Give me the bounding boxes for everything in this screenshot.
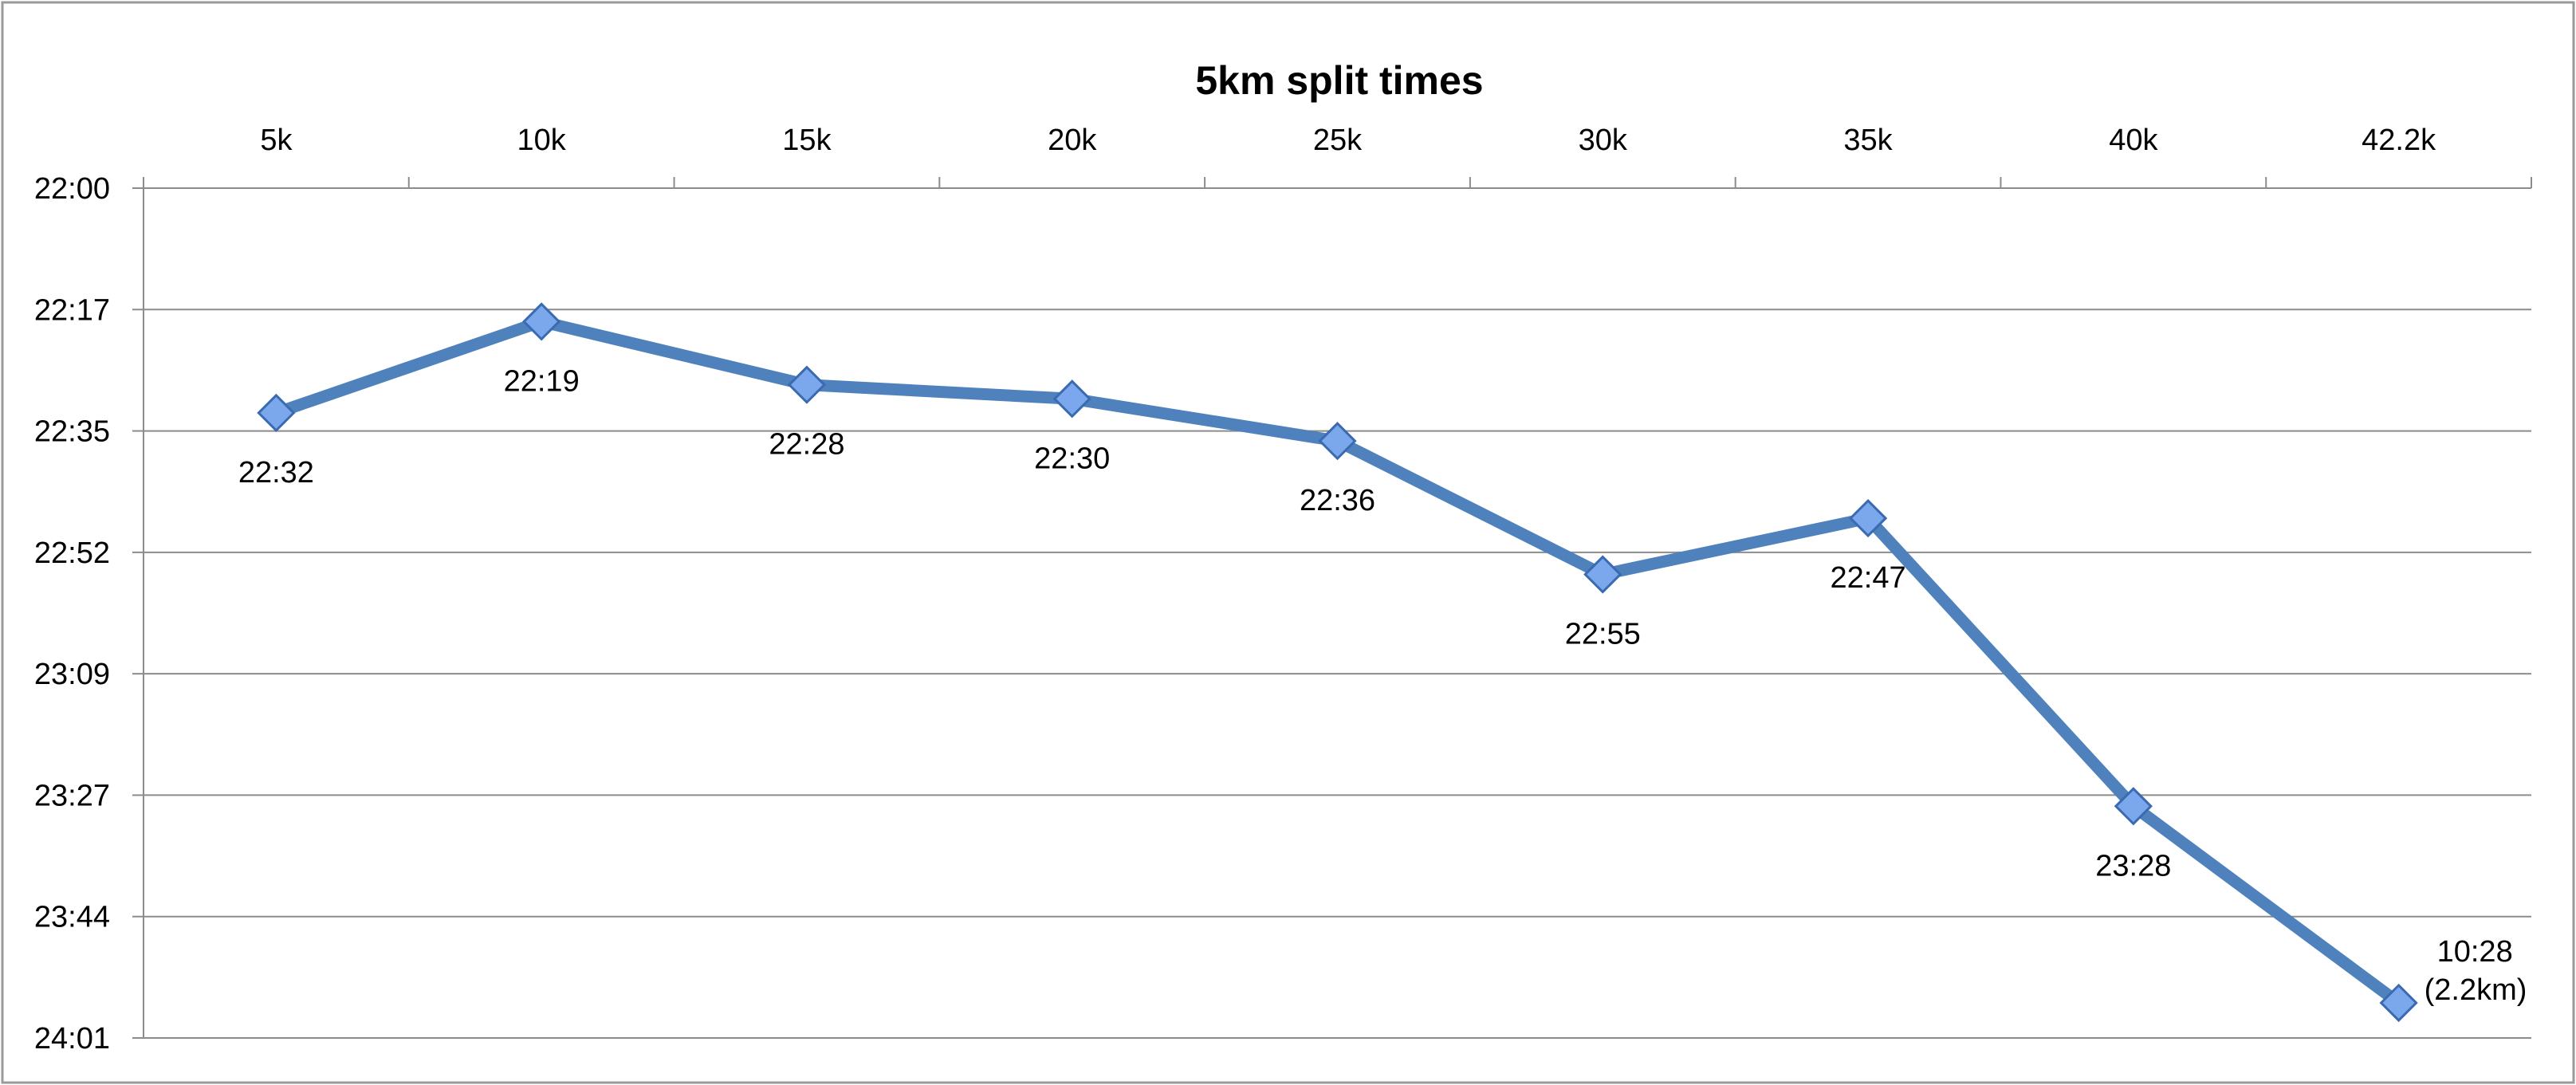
axis-layer: 22:00 22:17 22:35 22:52 23:09 23:27 23:44 24:01… bbox=[34, 124, 2532, 1056]
y-tick-label: 23:27 bbox=[34, 779, 110, 812]
data-point-marker bbox=[2114, 787, 2153, 826]
data-point-marker bbox=[1583, 555, 1622, 594]
data-point-marker bbox=[257, 393, 296, 433]
y-tick-label: 23:09 bbox=[34, 658, 110, 691]
data-label: 22:30 bbox=[1034, 442, 1110, 475]
data-label: 22:55 bbox=[1565, 618, 1641, 651]
chart-title: 5km split times bbox=[1195, 58, 1483, 103]
data-point-marker bbox=[1848, 498, 1888, 538]
data-label: 22:32 bbox=[238, 456, 314, 489]
y-tick-label: 24:01 bbox=[34, 1022, 110, 1056]
x-tick-label: 25k bbox=[1313, 124, 1363, 157]
y-tick-label: 23:44 bbox=[34, 901, 110, 934]
data-point-marker bbox=[787, 365, 827, 404]
data-label: 22:19 bbox=[504, 364, 580, 398]
grid-layer bbox=[144, 309, 2531, 1039]
x-tick-label: 42.2k bbox=[2362, 124, 2436, 157]
x-tick-label: 40k bbox=[2109, 124, 2158, 157]
y-tick-label: 22:52 bbox=[34, 537, 110, 570]
x-tick-label: 20k bbox=[1048, 124, 1097, 157]
data-label: 10:28 (2.2km) bbox=[2425, 935, 2527, 1007]
y-tick-label: 22:17 bbox=[34, 293, 110, 327]
x-tick-label: 30k bbox=[1579, 124, 1628, 157]
marker-layer bbox=[257, 302, 2418, 1023]
data-point-marker bbox=[2379, 983, 2418, 1023]
x-tick-label: 15k bbox=[782, 124, 832, 157]
data-point-marker bbox=[522, 302, 561, 341]
data-label-layer: 22:32 22:19 22:28 22:30 22:36 22:55 22:47 23:28… bbox=[238, 364, 2527, 1007]
x-tick-label: 10k bbox=[517, 124, 567, 157]
data-point-marker bbox=[1318, 422, 1357, 461]
data-point-marker bbox=[1052, 379, 1091, 419]
x-tick-label: 5k bbox=[260, 124, 293, 157]
y-tick-label: 22:35 bbox=[34, 415, 110, 449]
y-tick-label: 22:00 bbox=[34, 172, 110, 206]
data-label: 22:36 bbox=[1300, 484, 1375, 517]
data-label: 23:28 bbox=[2095, 849, 2171, 883]
data-label: 22:47 bbox=[1831, 561, 1906, 595]
data-label: 22:28 bbox=[769, 428, 844, 462]
x-tick-label: 35k bbox=[1843, 124, 1893, 157]
